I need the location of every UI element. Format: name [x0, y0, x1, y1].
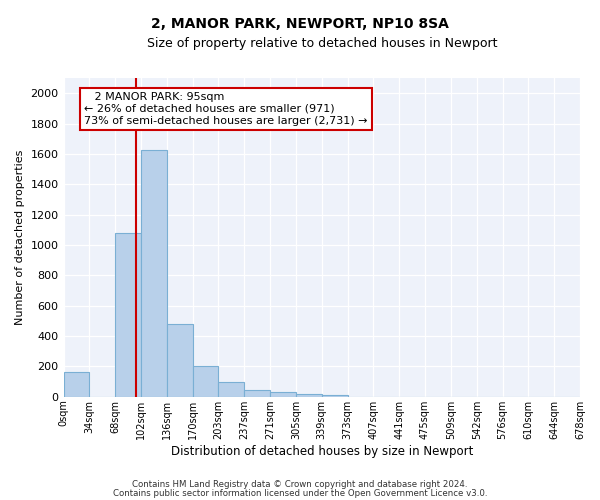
Bar [296, 394, 322, 397]
Bar [193, 366, 218, 397]
Text: Contains HM Land Registry data © Crown copyright and database right 2024.: Contains HM Land Registry data © Crown c… [132, 480, 468, 489]
Bar [167, 324, 193, 397]
Bar [322, 394, 347, 397]
Text: 2, MANOR PARK, NEWPORT, NP10 8SA: 2, MANOR PARK, NEWPORT, NP10 8SA [151, 18, 449, 32]
Bar [270, 392, 296, 397]
Bar [64, 372, 89, 397]
Bar [244, 390, 270, 397]
Title: Size of property relative to detached houses in Newport: Size of property relative to detached ho… [146, 38, 497, 51]
Y-axis label: Number of detached properties: Number of detached properties [15, 150, 25, 325]
X-axis label: Distribution of detached houses by size in Newport: Distribution of detached houses by size … [170, 444, 473, 458]
Bar [218, 382, 244, 397]
Text: Contains public sector information licensed under the Open Government Licence v3: Contains public sector information licen… [113, 488, 487, 498]
Bar [141, 150, 167, 397]
Text: 2 MANOR PARK: 95sqm
← 26% of detached houses are smaller (971)
73% of semi-detac: 2 MANOR PARK: 95sqm ← 26% of detached ho… [84, 92, 368, 126]
Bar [115, 233, 141, 397]
